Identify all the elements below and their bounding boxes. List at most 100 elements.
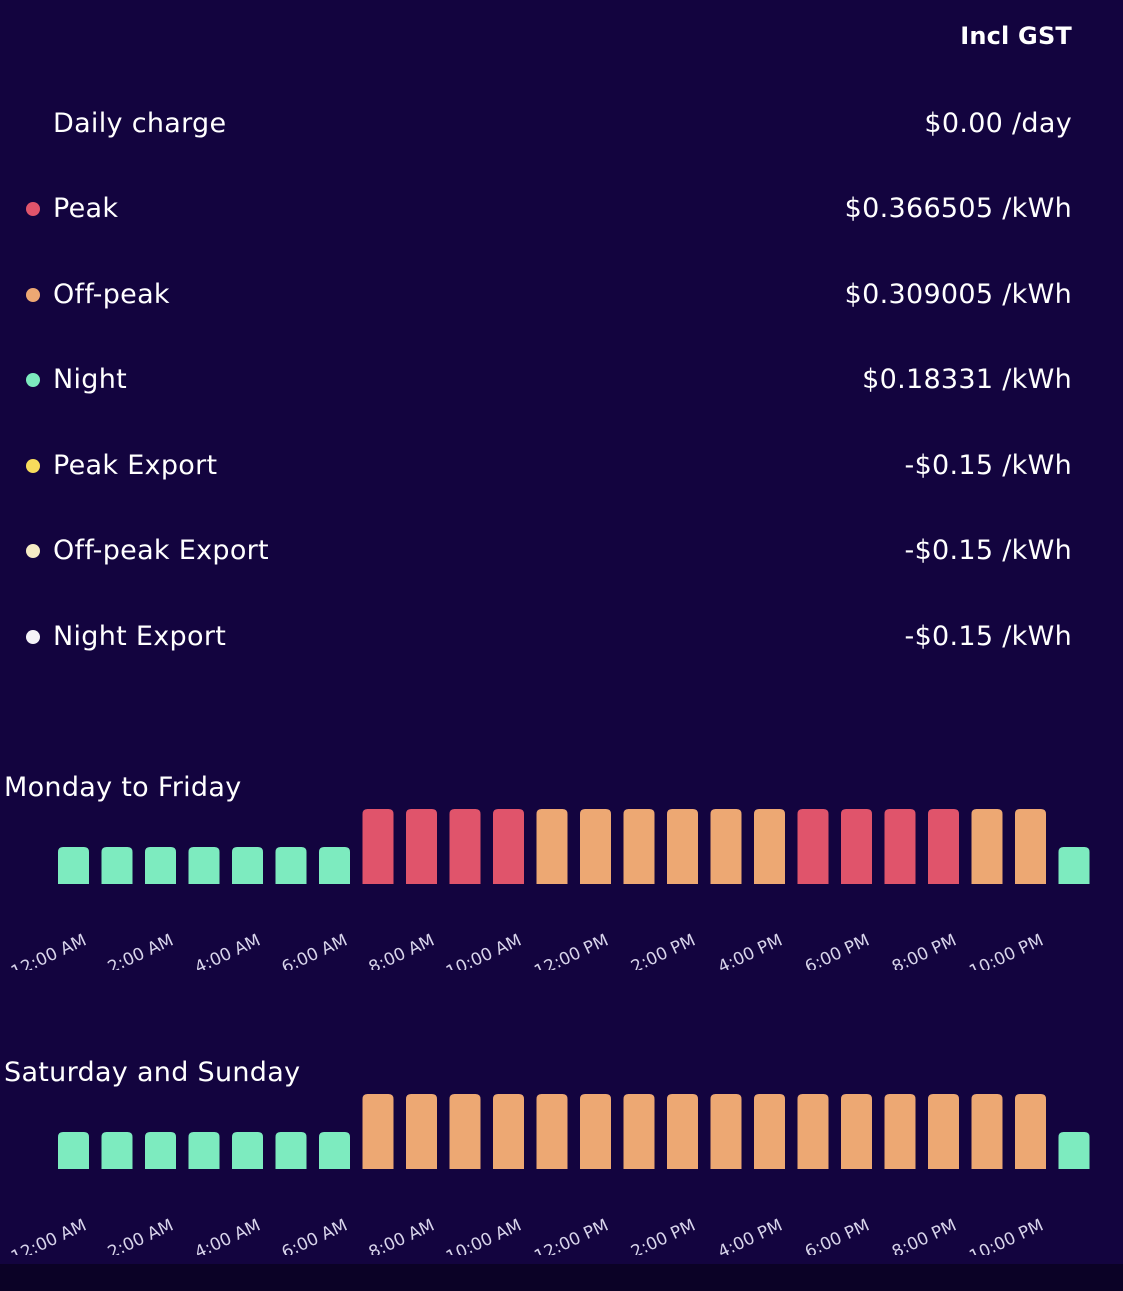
hour-bar-offpeak <box>971 1094 1003 1169</box>
hour-bar-offpeak <box>449 1094 481 1169</box>
hour-bar-offpeak <box>536 809 568 884</box>
rate-label: Off-peak Export <box>53 535 269 566</box>
time-tick-label: 8:00 AM <box>366 930 438 970</box>
rate-value: $0.00 /day <box>924 108 1072 139</box>
rate-label: Peak Export <box>53 450 218 481</box>
time-tick-label: 8:00 AM <box>366 1215 438 1255</box>
time-tick-label: 10:00 PM <box>966 1215 1046 1255</box>
hour-bar-offpeak <box>623 1094 655 1169</box>
rate-label: Off-peak <box>53 279 170 310</box>
time-tick-label: 12:00 AM <box>8 1215 90 1255</box>
hour-bar-offpeak <box>667 1094 698 1169</box>
hour-bar-night <box>101 847 133 884</box>
rate-label: Peak <box>53 193 119 224</box>
rate-row-off-peak-export: Off-peak Export -$0.15 /kWh <box>0 531 1123 571</box>
off-peak-export-dot-icon <box>26 544 40 558</box>
rate-value: -$0.15 /kWh <box>904 621 1072 652</box>
hour-bar-night <box>232 1132 263 1169</box>
hour-bar-offpeak <box>841 1094 872 1169</box>
rate-value: $0.366505 /kWh <box>844 193 1072 224</box>
rate-row-night: Night $0.18331 /kWh <box>0 360 1123 400</box>
weekday-schedule-title: Monday to Friday <box>4 772 242 803</box>
weekend-schedule-svg: 12:00 AM 2:00 AM 4:00 AM 6:00 AM 8:00 AM 10:0… <box>8 1094 1090 1255</box>
hour-bar-peak <box>362 809 394 884</box>
hour-bar-night <box>188 847 220 884</box>
hour-bar-offpeak <box>1015 809 1046 884</box>
hour-bar-offpeak <box>536 1094 568 1169</box>
rate-row-off-peak: Off-peak $0.309005 /kWh <box>0 275 1123 315</box>
rate-row-daily-charge: Daily charge $0.00 /day <box>0 104 1123 144</box>
hour-bar-offpeak <box>623 809 655 884</box>
hour-bar-peak <box>406 809 437 884</box>
hour-bar-peak <box>928 809 959 884</box>
weekend-schedule-title: Saturday and Sunday <box>4 1057 301 1088</box>
time-tick-label: 2:00 PM <box>628 1215 699 1255</box>
time-tick-label: 4:00 AM <box>192 930 264 970</box>
hour-bar-offpeak <box>493 1094 524 1169</box>
rate-row-night-export: Night Export -$0.15 /kWh <box>0 617 1123 657</box>
hour-bar-offpeak <box>754 1094 785 1169</box>
hour-bar-offpeak <box>928 1094 959 1169</box>
time-tick-label: 2:00 PM <box>628 930 699 970</box>
hour-bar-peak <box>797 809 829 884</box>
hour-bar-offpeak <box>884 1094 916 1169</box>
time-tick-label: 6:00 PM <box>802 930 873 970</box>
hour-bar-peak <box>841 809 872 884</box>
time-tick-label: 2:00 AM <box>105 930 177 970</box>
bottom-strip <box>0 1264 1123 1291</box>
rate-value: -$0.15 /kWh <box>904 450 1072 481</box>
hour-bar-offpeak <box>580 809 611 884</box>
gst-header: Incl GST <box>960 22 1072 50</box>
hour-bar-night <box>275 1132 307 1169</box>
hour-bar-night <box>145 847 176 884</box>
weekday-schedule-svg: 12:00 AM 2:00 AM 4:00 AM 6:00 AM 8:00 AM 10:0… <box>8 809 1090 970</box>
weekend-schedule-chart: 12:00 AM 2:00 AM 4:00 AM 6:00 AM 8:00 AM 10:0… <box>0 1085 1123 1255</box>
time-tick-label: 6:00 PM <box>802 1215 873 1255</box>
time-tick-label: 4:00 PM <box>715 930 786 970</box>
hour-bar-night <box>232 847 263 884</box>
hour-bar-peak <box>449 809 481 884</box>
hour-bar-offpeak <box>971 809 1003 884</box>
hour-bar-night <box>58 1132 89 1169</box>
hour-bar-offpeak <box>406 1094 437 1169</box>
time-tick-label: 4:00 AM <box>192 1215 264 1255</box>
time-tick-label: 12:00 PM <box>531 1215 611 1255</box>
hour-bar-offpeak <box>580 1094 611 1169</box>
time-tick-label: 8:00 PM <box>889 1215 960 1255</box>
off-peak-dot-icon <box>26 288 40 302</box>
weekday-schedule-chart: 12:00 AM 2:00 AM 4:00 AM 6:00 AM 8:00 AM 10:0… <box>0 800 1123 970</box>
time-tick-label: 10:00 PM <box>966 930 1046 970</box>
time-tick-label: 10:00 AM <box>443 930 525 970</box>
rate-label: Night <box>53 364 128 395</box>
hour-bar-night <box>275 847 307 884</box>
rate-label: Daily charge <box>53 108 227 139</box>
time-tick-label: 6:00 AM <box>279 930 351 970</box>
time-tick-label: 2:00 AM <box>105 1215 177 1255</box>
rate-row-peak-export: Peak Export -$0.15 /kWh <box>0 446 1123 486</box>
hour-bar-offpeak <box>797 1094 829 1169</box>
hour-bar-offpeak <box>754 809 785 884</box>
hour-bar-night <box>58 847 89 884</box>
hour-bar-night <box>145 1132 176 1169</box>
time-tick-label: 6:00 AM <box>279 1215 351 1255</box>
hour-bar-night <box>1058 847 1090 884</box>
rate-label: Night Export <box>53 621 227 652</box>
hour-bar-peak <box>493 809 524 884</box>
peak-export-dot-icon <box>26 459 40 473</box>
time-tick-label: 8:00 PM <box>889 930 960 970</box>
hour-bar-night <box>1058 1132 1090 1169</box>
night-export-dot-icon <box>26 630 40 644</box>
hour-bar-offpeak <box>710 1094 742 1169</box>
time-tick-label: 12:00 PM <box>531 930 611 970</box>
rate-value: -$0.15 /kWh <box>904 535 1072 566</box>
hour-bar-night <box>188 1132 220 1169</box>
hour-bar-night <box>101 1132 133 1169</box>
time-tick-label: 4:00 PM <box>715 1215 786 1255</box>
hour-bar-night <box>319 1132 350 1169</box>
rate-value: $0.18331 /kWh <box>862 364 1072 395</box>
rate-row-peak: Peak $0.366505 /kWh <box>0 189 1123 229</box>
peak-dot-icon <box>26 202 40 216</box>
hour-bar-offpeak <box>667 809 698 884</box>
hour-bar-offpeak <box>1015 1094 1046 1169</box>
hour-bar-offpeak <box>362 1094 394 1169</box>
